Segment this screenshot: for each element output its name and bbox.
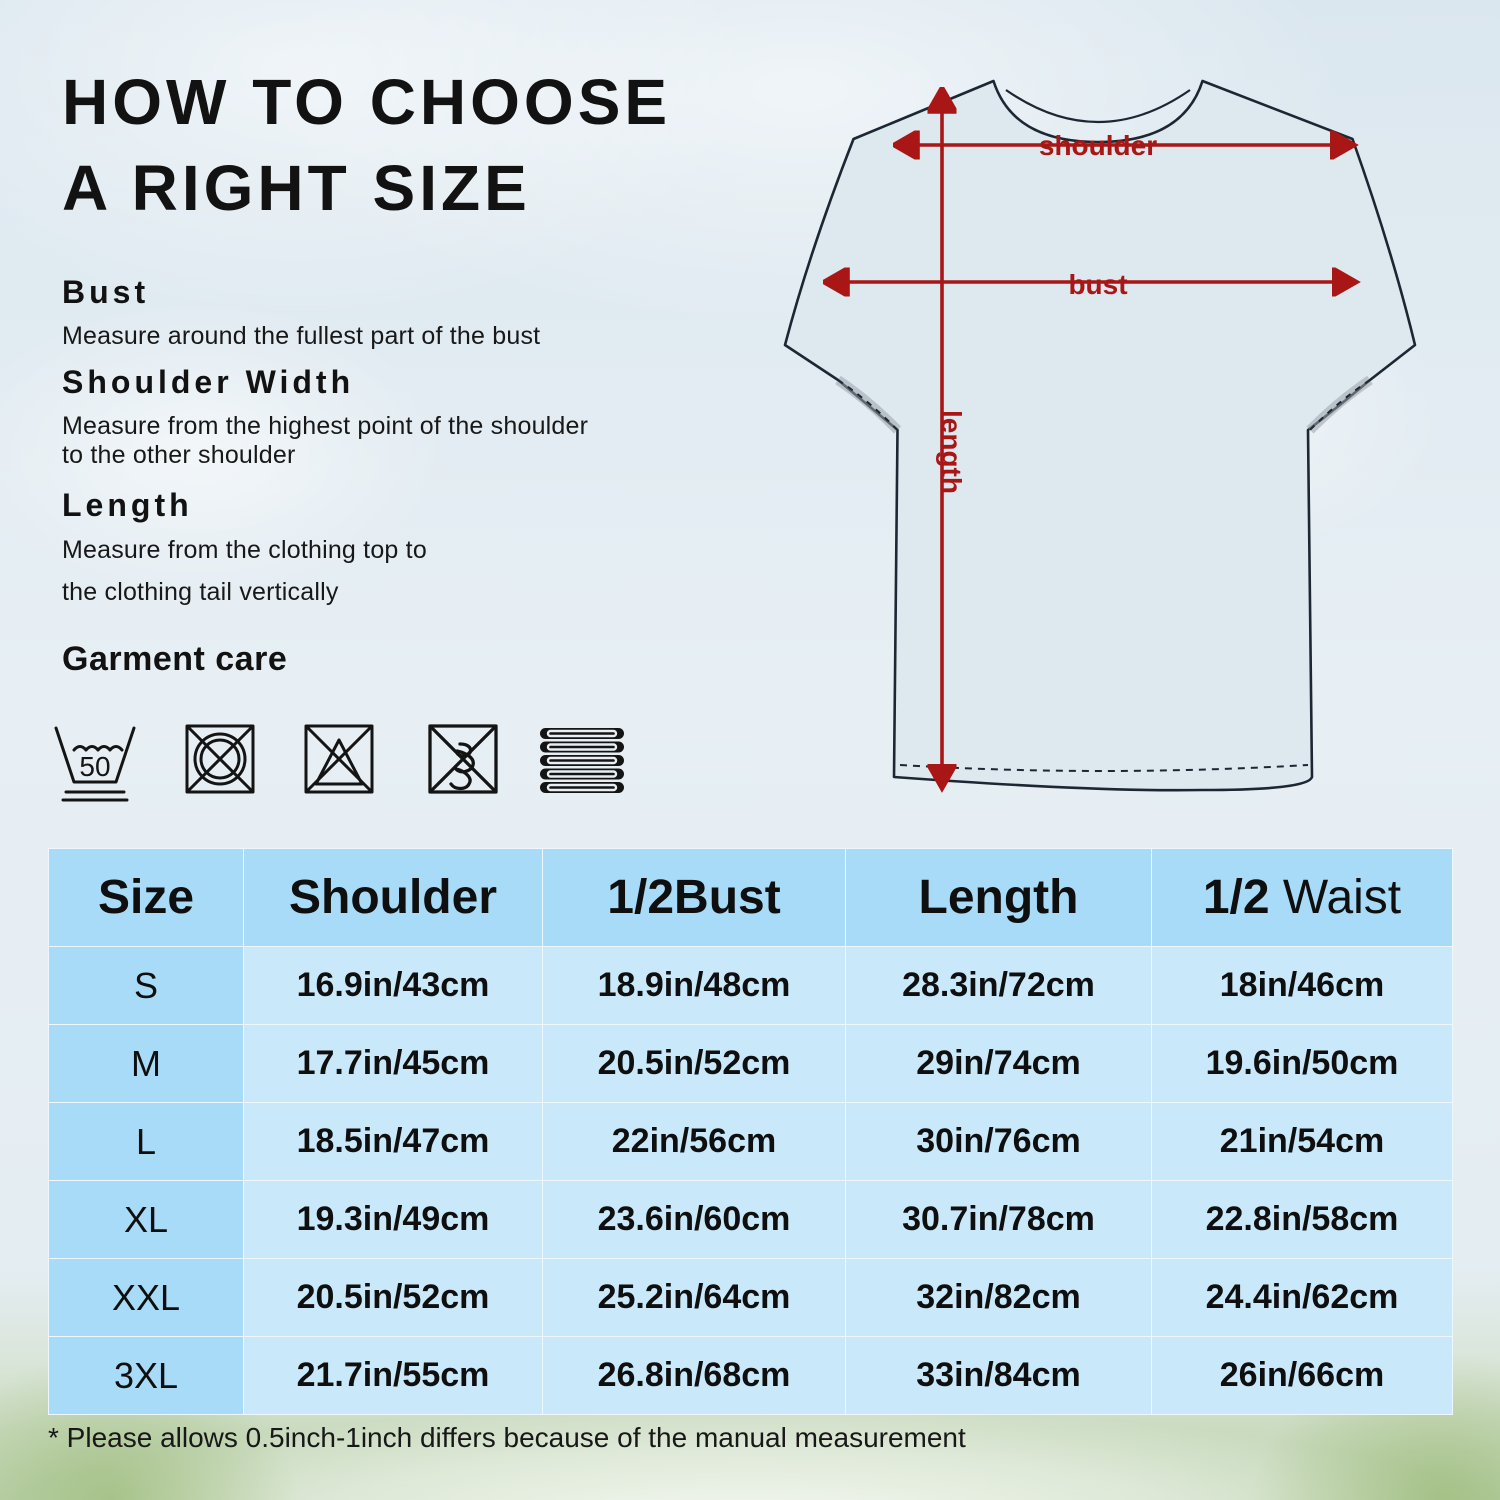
- svg-text:length: length: [936, 410, 967, 494]
- svg-text:shoulder: shoulder: [1039, 130, 1157, 161]
- svg-text:bust: bust: [1068, 269, 1127, 300]
- svg-text:50: 50: [79, 751, 110, 782]
